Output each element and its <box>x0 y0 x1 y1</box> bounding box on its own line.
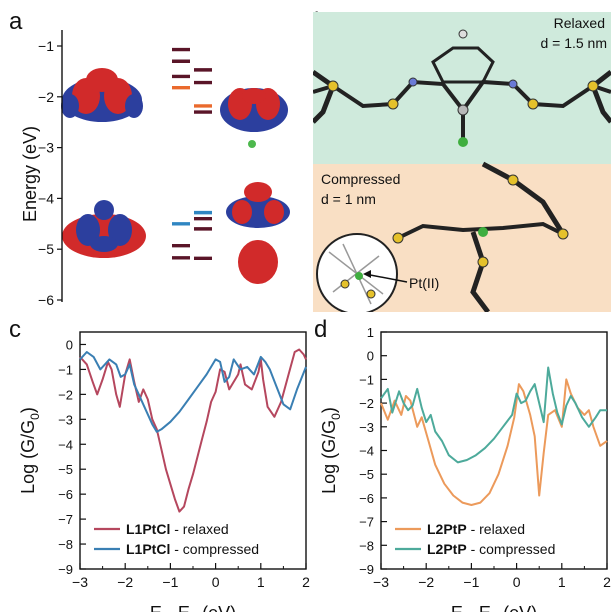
y-tick-label: −8 <box>58 537 73 552</box>
x-tick-label: −1 <box>463 574 479 590</box>
relaxed-distance: d = 1.5 nm <box>540 35 607 51</box>
y-tick-label: 0 <box>367 349 374 364</box>
y-tick-label: −5 <box>359 467 374 482</box>
legend-entry: L1PtCl - relaxed <box>126 521 229 537</box>
y-tick-label: −7 <box>359 515 374 530</box>
y-tick-label: −4 <box>58 437 73 452</box>
conductance-chart-d: −3 −2 −1 0 1 2 1 0 −1 −2 −3 −4 −5 −6 −7 −8 −9 L2PtP - rel… <box>319 325 611 612</box>
x-tick-label: 2 <box>302 574 310 590</box>
legend-entry: L2PtP - relaxed <box>427 521 525 537</box>
conductance-chart-c: −3 −2 −1 0 1 2 0 −1 −2 −3 −4 −5 −6 −7 −8 −9 L1PtCl - rel… <box>18 331 310 612</box>
legend-name: L2PtP <box>427 521 467 537</box>
legend-entry: L1PtCl - compressed <box>126 541 259 557</box>
y-tick-label: −7 <box>58 512 73 527</box>
pt-label: Pt(II) <box>409 275 439 291</box>
y-axis-label: Log (G/G0) <box>319 407 343 494</box>
molecular-junction-illustration: Relaxed d = 1.5 nm Compressed d = 1 nm <box>313 12 611 312</box>
y-tick-label: −4 <box>359 444 374 459</box>
relaxed-title: Relaxed <box>554 15 605 31</box>
energy-axis: −1 −2 −3 −4 −5 −6 <box>38 30 63 308</box>
energy-axis-label: Energy (eV) <box>20 126 40 222</box>
panel-label-c: c <box>9 316 21 343</box>
series-line-compressed <box>79 351 307 433</box>
x-tick-label: −3 <box>373 574 389 590</box>
y-tick-label: −1 <box>359 372 374 387</box>
orbital-image-homo-left <box>62 200 146 258</box>
y-tick-label: −9 <box>58 562 73 577</box>
y-tick-label: 1 <box>367 325 374 340</box>
x-tick-label: −3 <box>72 574 88 590</box>
compressed-atoms <box>392 174 569 268</box>
legend-name: L2PtP <box>427 541 467 557</box>
x-tick-label: 0 <box>212 574 220 590</box>
legend-name: L1PtCl <box>126 541 170 557</box>
legend-suffix: - relaxed <box>467 521 525 537</box>
panel-label-a: a <box>9 8 23 35</box>
energy-level-diagram: −1 −2 −3 −4 −5 −6 Energy (eV) <box>20 30 290 308</box>
x-tick-label: −1 <box>162 574 178 590</box>
y-tick-label: 0 <box>66 337 73 352</box>
y-tick-label: −9 <box>359 562 374 577</box>
pt-arrow-head <box>363 270 371 278</box>
relaxed-atoms <box>327 29 599 147</box>
y-tick-label: −1 <box>58 362 73 377</box>
y-tick-label: −5 <box>58 462 73 477</box>
y-axis-label: Log (G/G0) <box>18 407 42 494</box>
legend-suffix: - relaxed <box>170 521 228 537</box>
energy-tick-label: −2 <box>38 89 54 105</box>
legend-name: L1PtCl <box>126 521 170 537</box>
orbital-image-lumo-right <box>220 88 288 148</box>
y-tick-label: −6 <box>58 487 73 502</box>
energy-tick-label: −6 <box>38 292 54 308</box>
x-tick-label: −2 <box>418 574 434 590</box>
y-tick-label: −3 <box>359 420 374 435</box>
y-tick-label: −2 <box>359 396 374 411</box>
orbital-image-lumo-left <box>61 68 143 122</box>
energy-tick-label: −3 <box>38 140 54 156</box>
zoom-inset <box>316 233 398 312</box>
y-tick-label: −2 <box>58 387 73 402</box>
x-axis-label: E - EF (eV) <box>451 603 537 612</box>
x-tick-label: 1 <box>558 574 566 590</box>
legend-suffix: - compressed <box>170 541 259 557</box>
energy-tick-label: −4 <box>38 190 54 206</box>
energy-levels <box>172 47 212 261</box>
panel-label-d: d <box>314 316 328 343</box>
compressed-distance: d = 1 nm <box>321 191 376 207</box>
pt-arrow <box>364 273 408 283</box>
y-tick-label: −6 <box>359 491 374 506</box>
series-line-relaxed <box>79 348 307 513</box>
energy-tick-label: −1 <box>38 38 54 54</box>
x-tick-label: −2 <box>117 574 133 590</box>
legend-suffix: - compressed <box>467 541 556 557</box>
x-tick-label: 2 <box>603 574 611 590</box>
series-line-compressed <box>380 366 607 464</box>
energy-tick-label: −5 <box>38 241 54 257</box>
x-tick-label: 1 <box>257 574 265 590</box>
x-tick-label: 0 <box>513 574 521 590</box>
x-axis-label: E - EF (eV) <box>150 603 236 612</box>
y-tick-label: −8 <box>359 538 374 553</box>
y-tick-label: −3 <box>58 412 73 427</box>
legend-entry: L2PtP - compressed <box>427 541 555 557</box>
orbital-image-homo-right <box>226 182 290 284</box>
compressed-title: Compressed <box>321 171 400 187</box>
